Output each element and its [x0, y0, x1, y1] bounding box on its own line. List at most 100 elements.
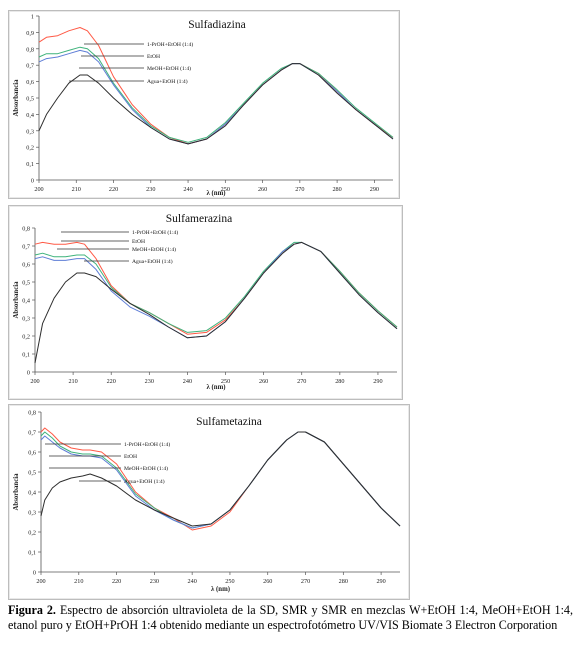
- y-tick-label: 0,8: [26, 46, 34, 53]
- y-tick-label: 0,1: [28, 550, 36, 557]
- x-tick-label: 210: [68, 378, 77, 385]
- y-tick-label: 0,2: [22, 334, 30, 341]
- x-tick-label: 230: [146, 186, 155, 193]
- y-tick-label: 0,5: [28, 470, 36, 477]
- x-tick-label: 260: [259, 378, 268, 385]
- legend-label-agua: Agua+EtOH (1:4): [147, 78, 188, 85]
- legend-label-propanol: 1-PrOH+EtOH (1:4): [132, 229, 178, 236]
- x-tick-label: 220: [112, 578, 121, 585]
- chart-title: Sulfamerazina: [166, 213, 232, 225]
- y-tick-label: 0,6: [26, 79, 34, 86]
- x-tick-label: 220: [109, 186, 118, 193]
- series-line-propanol: [38, 27, 394, 145]
- x-tick-label: 230: [145, 378, 154, 385]
- x-axis-label: λ (nm): [211, 586, 230, 593]
- y-tick-label: 0,4: [22, 298, 30, 305]
- x-axis-label: λ (nm): [206, 190, 225, 197]
- series-line-etoh: [40, 431, 401, 529]
- x-tick-label: 290: [370, 186, 379, 193]
- x-tick-label: 210: [72, 186, 81, 193]
- y-tick-label: 0,5: [22, 280, 30, 287]
- y-tick-label: 0,5: [26, 96, 34, 103]
- y-tick-label: 0,8: [22, 226, 30, 233]
- y-tick-label: 0,4: [26, 112, 34, 119]
- series-line-agua: [40, 431, 401, 527]
- series-line-etoh: [34, 241, 398, 333]
- chart-panel-sulfametazina: 0 0,1 0,2 0,3 0,4 0,5 0,6 0,7 0,8 200 210 220 230 240…: [8, 404, 410, 600]
- x-tick-label: 200: [34, 186, 43, 193]
- x-axis-label: λ (nm): [206, 384, 225, 391]
- series-line-propanol: [34, 241, 398, 335]
- y-tick-label: 0,7: [26, 63, 34, 70]
- x-tick-label: 260: [258, 186, 267, 193]
- y-tick-label: 0,4: [28, 490, 36, 497]
- x-tick-label: 270: [295, 186, 304, 193]
- y-tick-label: 0: [31, 178, 34, 185]
- caption-label: Figura 2.: [8, 603, 56, 617]
- legend-label-meoh: MeOH+EtOH (1:4): [132, 246, 176, 253]
- series-line-meoh: [34, 241, 398, 339]
- x-tick-label: 240: [183, 378, 192, 385]
- legend-label-propanol: 1-PrOH+EtOH (1:4): [147, 41, 193, 48]
- x-tick-label: 200: [30, 378, 39, 385]
- x-tick-label: 250: [221, 186, 230, 193]
- x-tick-label: 250: [225, 578, 234, 585]
- chart-title: Sulfadiazina: [188, 19, 245, 31]
- y-tick-label: 0,8: [28, 410, 36, 417]
- y-tick-label: 0,6: [28, 450, 36, 457]
- legend-label-agua: Agua+EtOH (1:4): [124, 478, 165, 485]
- x-tick-label: 240: [188, 578, 197, 585]
- x-tick-label: 290: [376, 578, 385, 585]
- y-tick-label: 0,9: [26, 30, 34, 37]
- chart-sulfadiazina: 0 0,1 0,2 0,3 0,4 0,5 0,6 0,7 0,8 0,9 1 200 210 220 23…: [13, 14, 394, 197]
- figure-caption: Figura 2. Espectro de absorción ultravio…: [8, 603, 573, 633]
- caption-text: Espectro de absorción ultravioleta de la…: [8, 603, 574, 632]
- y-tick-label: 1: [31, 14, 34, 21]
- legend-label-etoh: EtOH: [124, 454, 137, 460]
- x-tick-label: 280: [332, 186, 341, 193]
- y-tick-label: 0,6: [22, 262, 30, 269]
- y-tick-label: 0: [33, 570, 36, 577]
- x-tick-label: 230: [150, 578, 159, 585]
- y-tick-label: 0,2: [26, 145, 34, 152]
- y-tick-label: 0,1: [22, 352, 30, 359]
- y-axis-label: Absorbancia: [13, 473, 20, 511]
- y-tick-label: 0,2: [28, 530, 36, 537]
- x-tick-label: 270: [301, 578, 310, 585]
- x-tick-label: 210: [74, 578, 83, 585]
- y-axis-label: Absorbancia: [13, 79, 20, 117]
- x-tick-label: 280: [339, 578, 348, 585]
- legend-label-propanol: 1-PrOH+EtOH (1:4): [124, 441, 170, 448]
- y-axis-label: Absorbancia: [13, 281, 20, 319]
- chart-panel-sulfadiazina: 0 0,1 0,2 0,3 0,4 0,5 0,6 0,7 0,8 0,9 1 200 210 220 23…: [8, 10, 400, 199]
- series-line-agua: [34, 241, 398, 364]
- x-tick-label: 220: [107, 378, 116, 385]
- series-line-etoh: [38, 46, 394, 143]
- chart-panel-sulfamerazina: 0 0,1 0,2 0,3 0,4 0,5 0,6 0,7 0,8 200 210 220 230 240…: [8, 205, 403, 400]
- x-tick-label: 260: [263, 578, 272, 585]
- x-tick-label: 270: [297, 378, 306, 385]
- x-tick-label: 290: [373, 378, 382, 385]
- series-line-agua: [38, 63, 394, 145]
- chart-title: Sulfametazina: [196, 416, 262, 428]
- x-tick-label: 280: [335, 378, 344, 385]
- y-tick-label: 0,3: [22, 316, 30, 323]
- y-tick-label: 0,1: [26, 161, 34, 168]
- y-tick-label: 0: [27, 370, 30, 377]
- y-tick-label: 0,3: [28, 510, 36, 517]
- chart-sulfametazina: 0 0,1 0,2 0,3 0,4 0,5 0,6 0,7 0,8 200 210 220 230 240…: [13, 410, 401, 593]
- legend-label-agua: Agua+EtOH (1:4): [132, 258, 173, 265]
- series-line-meoh: [40, 431, 401, 529]
- legend-label-meoh: MeOH+EtOH (1:4): [147, 65, 191, 72]
- legend-label-etoh: EtOH: [147, 54, 160, 60]
- x-tick-label: 200: [36, 578, 45, 585]
- y-tick-label: 0,7: [28, 430, 36, 437]
- x-tick-label: 250: [221, 378, 230, 385]
- chart-sulfamerazina: 0 0,1 0,2 0,3 0,4 0,5 0,6 0,7 0,8 200 210 220 230 240…: [13, 213, 398, 391]
- legend-label-meoh: MeOH+EtOH (1:4): [124, 465, 168, 472]
- y-tick-label: 0,3: [26, 128, 34, 135]
- legend-label-etoh: EtOH: [132, 239, 145, 245]
- series-line-propanol: [40, 427, 401, 531]
- x-tick-label: 240: [183, 186, 192, 193]
- y-tick-label: 0,7: [22, 244, 30, 251]
